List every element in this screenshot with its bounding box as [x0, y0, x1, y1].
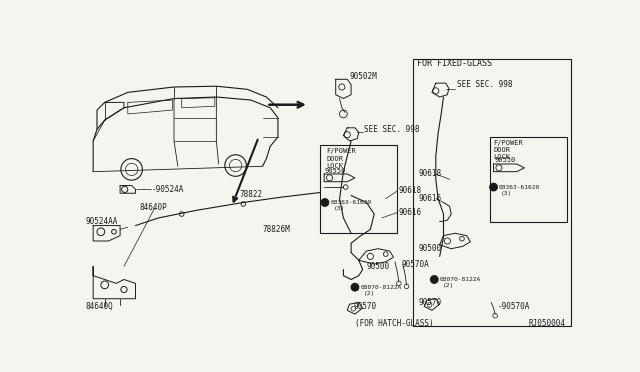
Text: F/POWER: F/POWER [326, 148, 356, 154]
Text: B: B [492, 185, 495, 190]
Text: 90616: 90616 [399, 208, 422, 217]
Text: -90524A: -90524A [152, 185, 184, 194]
Text: SEE SEC. 998: SEE SEC. 998 [364, 125, 420, 134]
Text: (3): (3) [333, 206, 344, 211]
Circle shape [490, 183, 497, 191]
Bar [413, 58, 570, 327]
Text: SEE SEC. 998: SEE SEC. 998 [456, 80, 512, 89]
Text: -90570A: -90570A [497, 302, 530, 311]
Text: (2): (2) [443, 283, 454, 288]
Text: DOOR: DOOR [326, 155, 344, 161]
Bar [490, 137, 566, 222]
Text: 08070-8122A: 08070-8122A [360, 285, 401, 290]
Text: (3): (3) [501, 191, 513, 196]
Circle shape [321, 199, 329, 206]
Text: 08363-61620: 08363-61620 [330, 200, 372, 205]
Text: RJ050004: RJ050004 [528, 319, 565, 328]
Text: B: B [353, 285, 357, 290]
Text: 90570A: 90570A [401, 260, 429, 269]
Text: 90524AA: 90524AA [86, 217, 118, 226]
Text: DOOR: DOOR [493, 147, 511, 153]
Text: LOCK: LOCK [493, 154, 511, 160]
Text: (FOR HATCH-GLASS): (FOR HATCH-GLASS) [355, 319, 433, 328]
Text: 08363-61620: 08363-61620 [499, 185, 540, 190]
Text: 84640Q: 84640Q [86, 302, 113, 311]
Text: 90502M: 90502M [349, 73, 378, 81]
Text: FOR FIXED-GLASS: FOR FIXED-GLASS [417, 60, 492, 68]
Text: F/POWER: F/POWER [493, 140, 524, 146]
Text: 90618: 90618 [419, 170, 442, 179]
Text: LOCK: LOCK [326, 163, 344, 169]
Text: (2): (2) [364, 291, 374, 296]
Text: 90618: 90618 [399, 186, 422, 195]
Text: 90550: 90550 [325, 168, 346, 174]
Text: B: B [433, 277, 436, 282]
Text: 78826M: 78826M [262, 225, 291, 234]
Bar [320, 145, 397, 233]
Text: 08070-8122A: 08070-8122A [440, 277, 481, 282]
Text: 90616: 90616 [419, 194, 442, 203]
Circle shape [351, 283, 359, 291]
Text: 90500: 90500 [419, 244, 442, 253]
Text: 90550: 90550 [494, 157, 516, 163]
Text: 90570: 90570 [419, 298, 442, 307]
Text: B: B [323, 200, 327, 205]
Text: 78822: 78822 [239, 190, 262, 199]
Text: 90570: 90570 [353, 302, 376, 311]
Text: 90500: 90500 [367, 262, 390, 271]
Circle shape [431, 276, 438, 283]
Text: 84640P: 84640P [140, 203, 167, 212]
